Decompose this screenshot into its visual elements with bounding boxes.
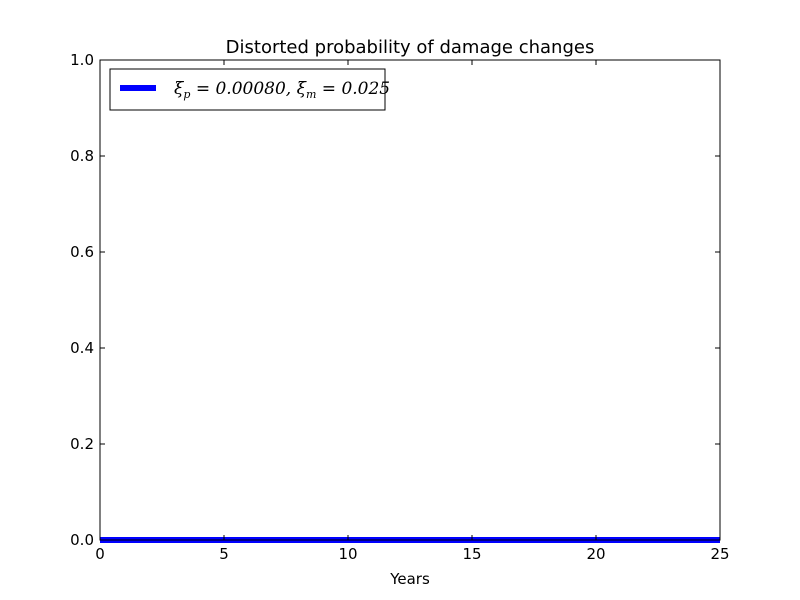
y-tick-label: 0.2 (70, 435, 94, 453)
x-tick-label: 20 (586, 545, 605, 563)
legend: ξp = 0.00080, ξm = 0.025 (109, 68, 390, 111)
y-tick-label: 0.6 (70, 243, 94, 261)
y-tick-label: 1.0 (70, 51, 94, 69)
x-tick-label: 10 (338, 545, 357, 563)
y-tick-label: 0.0 (70, 531, 94, 549)
tick-layer: 0 5 10 15 20 25 0.0 0.2 0.4 0.6 0.8 1.0 (70, 51, 729, 563)
x-tick-label: 25 (710, 545, 729, 563)
x-tick-label: 0 (95, 545, 105, 563)
y-tick-label: 0.4 (70, 339, 94, 357)
plot-frame (99, 59, 721, 541)
legend-label-series-1: ξp = 0.00080, ξm = 0.025 (174, 79, 390, 101)
y-tick-label: 0.8 (70, 147, 94, 165)
x-tick-label: 5 (219, 545, 229, 563)
x-tick-label: 15 (462, 545, 481, 563)
chart-title: Distorted probability of damage changes (226, 37, 595, 58)
x-axis-label: Years (389, 570, 430, 588)
